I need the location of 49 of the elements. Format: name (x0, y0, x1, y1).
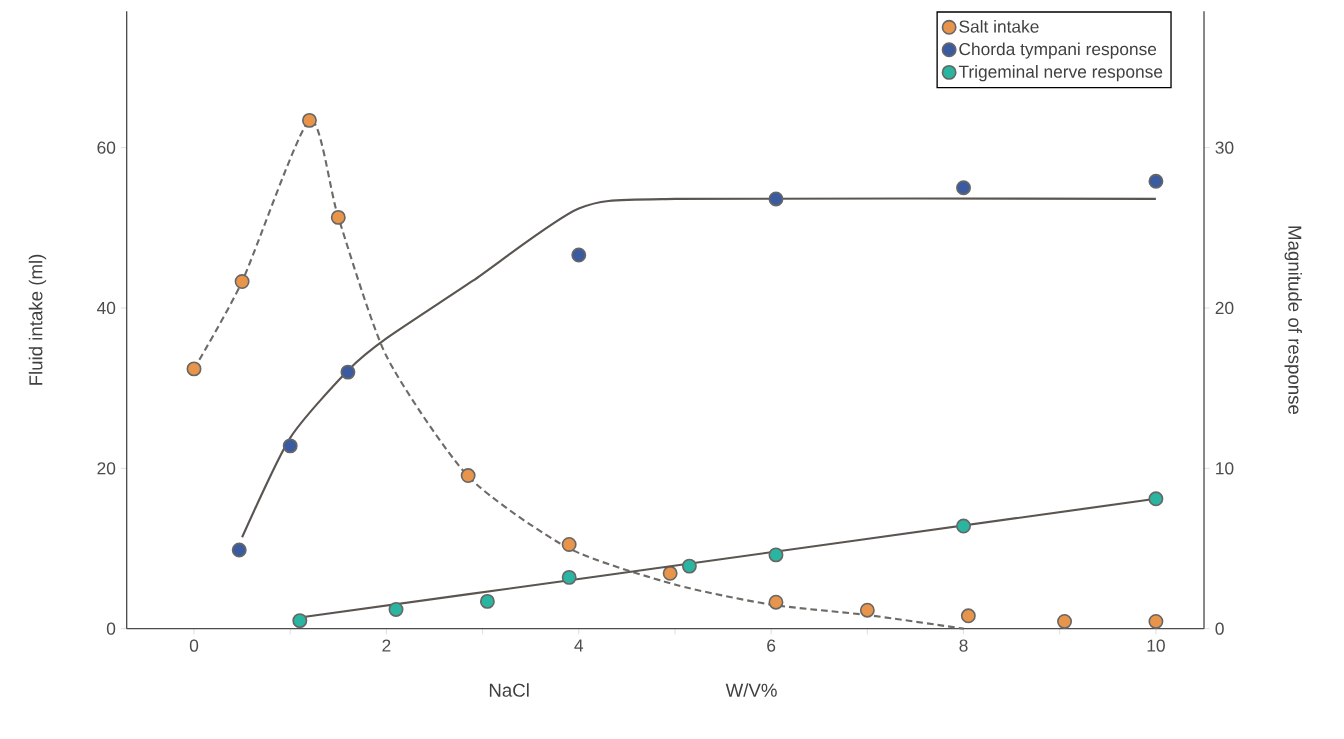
point (681, 558, 697, 574)
point (768, 594, 784, 610)
y-tick-label: 0 (106, 622, 116, 635)
y-axis-title: Fluid intake (ml) (28, 254, 47, 386)
y2-tick-label: 30 (1215, 141, 1234, 154)
x-tick-label: 10 (1147, 639, 1165, 652)
legend-label: Salt intake (959, 20, 1039, 33)
point (282, 438, 298, 454)
y2-axis-title: Magnitude of response (1284, 226, 1302, 415)
x-tick-label: 2 (382, 639, 391, 652)
point (479, 594, 495, 610)
point (662, 566, 678, 581)
x-axis-title: NaCl (489, 683, 529, 698)
point (340, 364, 356, 380)
x-tick-label: 6 (767, 639, 776, 652)
point (768, 191, 784, 207)
point (301, 113, 317, 129)
y2-tick-label: 10 (1216, 462, 1234, 475)
point (768, 547, 784, 563)
point (1148, 491, 1164, 507)
x-tick-label: 0 (189, 639, 199, 652)
line-series (241, 197, 1157, 539)
point (292, 613, 308, 629)
point (859, 602, 875, 618)
point (330, 210, 346, 226)
point (561, 570, 577, 585)
point (460, 468, 476, 484)
point (231, 542, 247, 558)
y-tick-label: 40 (96, 302, 116, 315)
y-tick-label: 20 (97, 462, 116, 475)
y-tick-label: 60 (97, 141, 116, 154)
point (956, 518, 971, 534)
legend-label: Trigeminal nerve response (958, 65, 1163, 82)
y2-tick-label: 0 (1215, 622, 1224, 635)
point (186, 361, 202, 377)
point (1057, 614, 1072, 630)
point (960, 608, 976, 624)
point (1148, 174, 1164, 189)
x-tick-label: 8 (959, 639, 968, 652)
text: W/V% (725, 683, 777, 698)
point (1148, 614, 1164, 630)
point (571, 247, 587, 263)
y2-tick-label: 20 (1215, 302, 1234, 315)
point (956, 180, 971, 196)
point (234, 274, 250, 290)
point (561, 537, 577, 553)
legend-label: Chorda tympani response (959, 42, 1157, 59)
x-tick-label: 4 (574, 639, 584, 652)
point (388, 602, 404, 618)
